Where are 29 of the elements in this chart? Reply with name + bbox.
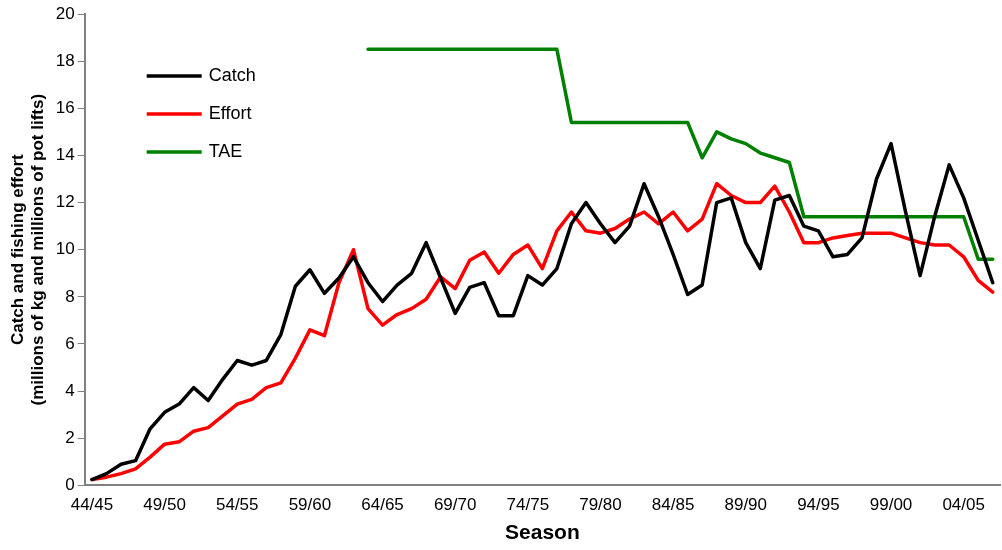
y-tick-label: 10 [55, 239, 75, 259]
x-tick-label: 54/55 [215, 495, 259, 515]
x-tick-label: 44/45 [70, 495, 114, 515]
x-tick-label: 74/75 [506, 495, 550, 515]
x-axis-title: Season [505, 520, 580, 544]
y-tick-label: 14 [55, 145, 75, 165]
x-tick-label: 94/95 [797, 495, 840, 515]
x-tick-label: 79/80 [579, 495, 622, 515]
y-tick-label: 12 [55, 192, 75, 212]
y-tick-label: 2 [65, 427, 75, 447]
y-tick-label: 18 [55, 50, 75, 70]
legend-label: TAE [208, 140, 243, 161]
legend-label: Catch [208, 64, 256, 85]
y-tick-label: 6 [65, 333, 75, 353]
x-tick-label: 84/85 [651, 495, 695, 515]
y-axis-title: Catch and fishing effort (millions of kg and millions of pot lifts) [7, 93, 48, 406]
y-tick-label: 8 [65, 286, 75, 306]
x-tick-label: 99/00 [869, 495, 913, 515]
x-tick-label: 49/50 [143, 495, 186, 515]
x-tick-label: 04/05 [942, 495, 985, 515]
y-tick-label: 20 [55, 3, 75, 23]
y-tick-label: 0 [65, 475, 75, 495]
y-tick-label: 16 [55, 97, 75, 117]
y-tick-label: 4 [65, 380, 75, 400]
x-tick-label: 89/90 [724, 495, 768, 515]
x-tick-label: 64/65 [361, 495, 404, 515]
x-tick-label: 59/60 [288, 495, 332, 515]
legend-label: Effort [208, 102, 252, 123]
x-tick-label: 69/70 [433, 495, 477, 515]
